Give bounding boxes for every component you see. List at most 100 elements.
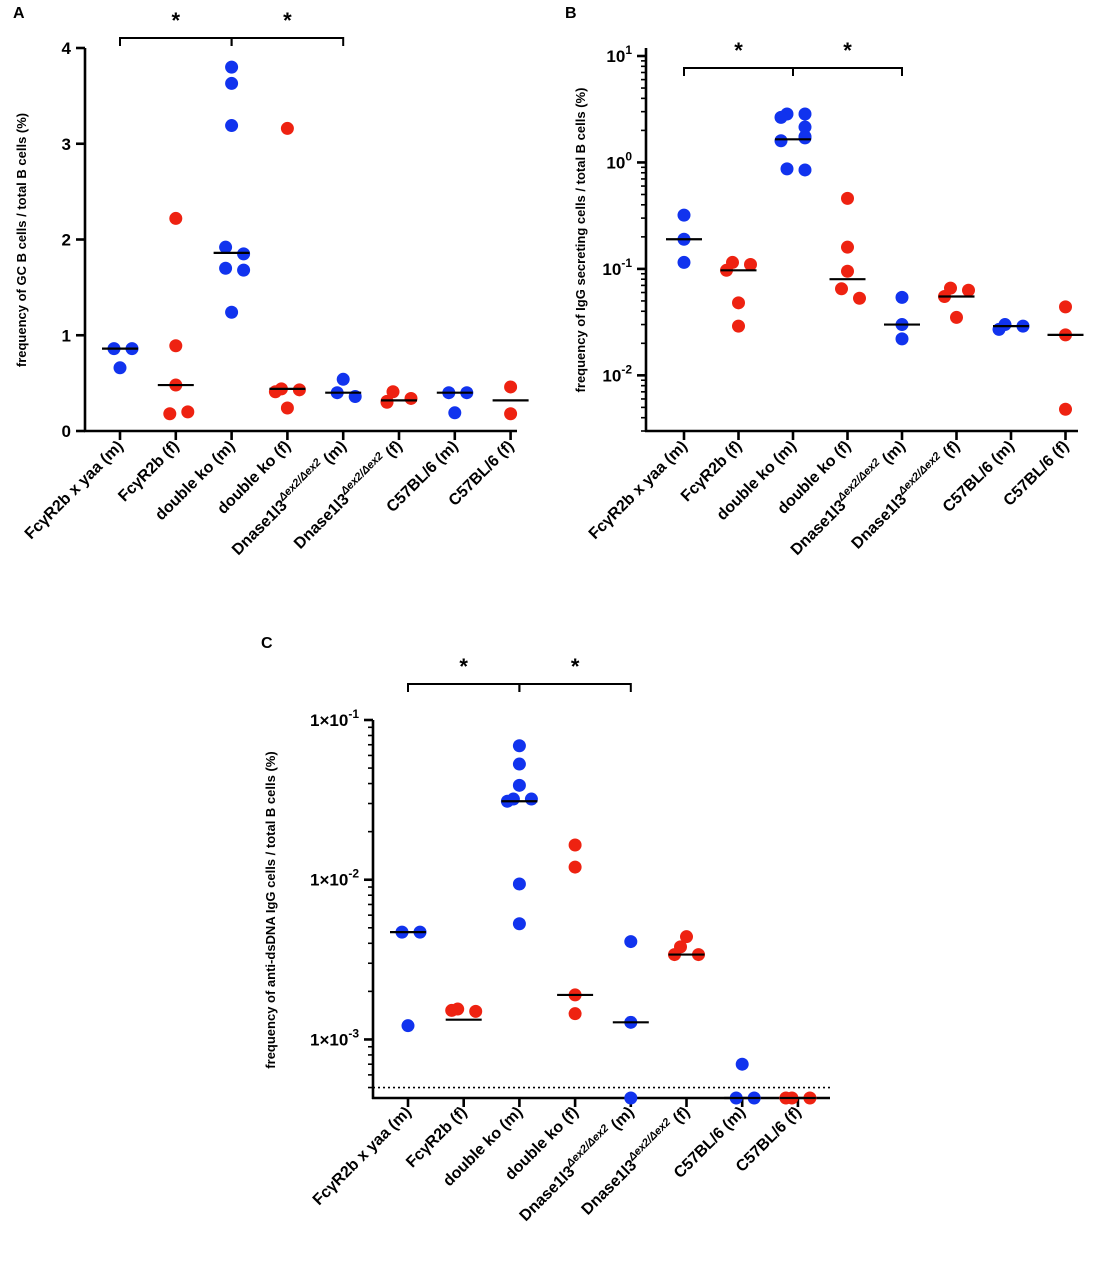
- y-tick-label: 1: [62, 326, 71, 345]
- data-point: [504, 407, 518, 421]
- significance-star: *: [843, 38, 852, 63]
- data-point: [445, 1003, 459, 1017]
- panel-letter: A: [13, 5, 25, 22]
- data-point: [568, 860, 582, 874]
- data-point: [774, 134, 788, 148]
- data-point: [735, 1057, 749, 1071]
- data-point: [895, 332, 909, 346]
- data-point: [841, 191, 854, 205]
- data-point: [401, 1019, 415, 1033]
- significance-bracket: [119, 37, 233, 46]
- y-axis-label: frequency of IgG secreting cells / total…: [573, 88, 588, 393]
- data-point: [512, 917, 526, 931]
- y-tick-label: 10-2: [602, 362, 632, 385]
- data-point: [512, 877, 526, 891]
- data-point: [225, 119, 239, 133]
- y-tick-label: 10-1: [602, 256, 632, 279]
- data-point: [568, 1007, 582, 1021]
- y-tick-label: 0: [62, 422, 71, 441]
- data-point: [895, 290, 909, 304]
- category-label: FcγR2b x yaa (m): [22, 438, 127, 543]
- data-point: [1059, 300, 1072, 314]
- significance-star: *: [283, 8, 292, 33]
- y-tick-label: 100: [606, 149, 632, 172]
- y-tick-label: 3: [62, 135, 71, 154]
- data-point: [280, 121, 294, 135]
- data-point: [624, 1091, 638, 1105]
- data-point: [113, 361, 127, 375]
- panel-letter: C: [261, 635, 273, 652]
- data-point: [798, 120, 812, 134]
- data-point: [841, 264, 854, 278]
- data-point: [780, 162, 794, 176]
- significance-bracket: [683, 67, 794, 76]
- data-point: [512, 778, 526, 792]
- data-point: [225, 76, 239, 90]
- y-axis-label: frequency of GC B cells / total B cells …: [14, 113, 29, 367]
- significance-bracket: [792, 67, 903, 76]
- data-point: [798, 163, 812, 177]
- significance-star: *: [459, 654, 468, 679]
- data-point: [181, 405, 195, 419]
- data-point: [163, 407, 177, 421]
- panel-letter: B: [565, 5, 577, 22]
- data-point: [225, 60, 239, 74]
- data-point: [169, 211, 183, 225]
- data-point: [568, 838, 582, 852]
- category-label: FcγR2b x yaa (m): [310, 1104, 415, 1209]
- y-tick-label: 101: [606, 43, 632, 66]
- y-tick-label: 2: [62, 231, 71, 250]
- data-point: [512, 739, 526, 753]
- significance-star: *: [571, 654, 580, 679]
- significance-bracket: [518, 683, 632, 692]
- y-tick-label: 1×10-1: [310, 707, 359, 730]
- data-point: [448, 406, 462, 420]
- data-point: [268, 385, 282, 399]
- data-point: [219, 261, 233, 275]
- data-point: [280, 401, 294, 415]
- data-point: [404, 391, 418, 405]
- data-point: [504, 380, 518, 394]
- category-label: Dnase1l3Δex2/Δex2 (f): [576, 1102, 693, 1219]
- data-point: [677, 255, 691, 269]
- data-point: [950, 310, 963, 324]
- data-point: [386, 385, 400, 399]
- significance-bracket: [230, 37, 345, 46]
- significance-bracket: [407, 683, 521, 692]
- data-point: [169, 339, 183, 353]
- category-label: FcγR2b x yaa (m): [586, 438, 691, 543]
- y-axis-label: frequency of anti-dsDNA IgG cells / tota…: [263, 751, 278, 1068]
- data-point: [835, 282, 848, 296]
- data-point: [237, 263, 251, 277]
- data-point: [962, 283, 975, 297]
- data-point: [774, 110, 788, 124]
- data-point: [853, 291, 866, 305]
- data-point: [1059, 402, 1072, 416]
- y-tick-label: 4: [62, 39, 72, 58]
- data-point: [524, 792, 538, 806]
- data-point: [336, 372, 350, 386]
- data-point: [798, 107, 812, 121]
- data-point: [225, 305, 239, 319]
- category-label: Dnase1l3Δex2/Δex2 (f): [289, 436, 406, 553]
- data-point: [512, 757, 526, 771]
- significance-star: *: [734, 38, 743, 63]
- data-point: [732, 296, 745, 310]
- data-point: [380, 395, 394, 409]
- data-point: [624, 935, 638, 949]
- data-point: [732, 319, 745, 333]
- data-point: [219, 240, 233, 254]
- y-tick-label: 1×10-3: [310, 1026, 359, 1049]
- data-point: [680, 930, 693, 944]
- significance-star: *: [172, 8, 181, 33]
- data-point: [469, 1004, 483, 1018]
- data-point: [841, 240, 854, 254]
- data-point: [744, 257, 757, 271]
- data-point: [798, 131, 812, 145]
- y-tick-label: 1×10-2: [310, 867, 359, 890]
- data-point: [677, 208, 691, 222]
